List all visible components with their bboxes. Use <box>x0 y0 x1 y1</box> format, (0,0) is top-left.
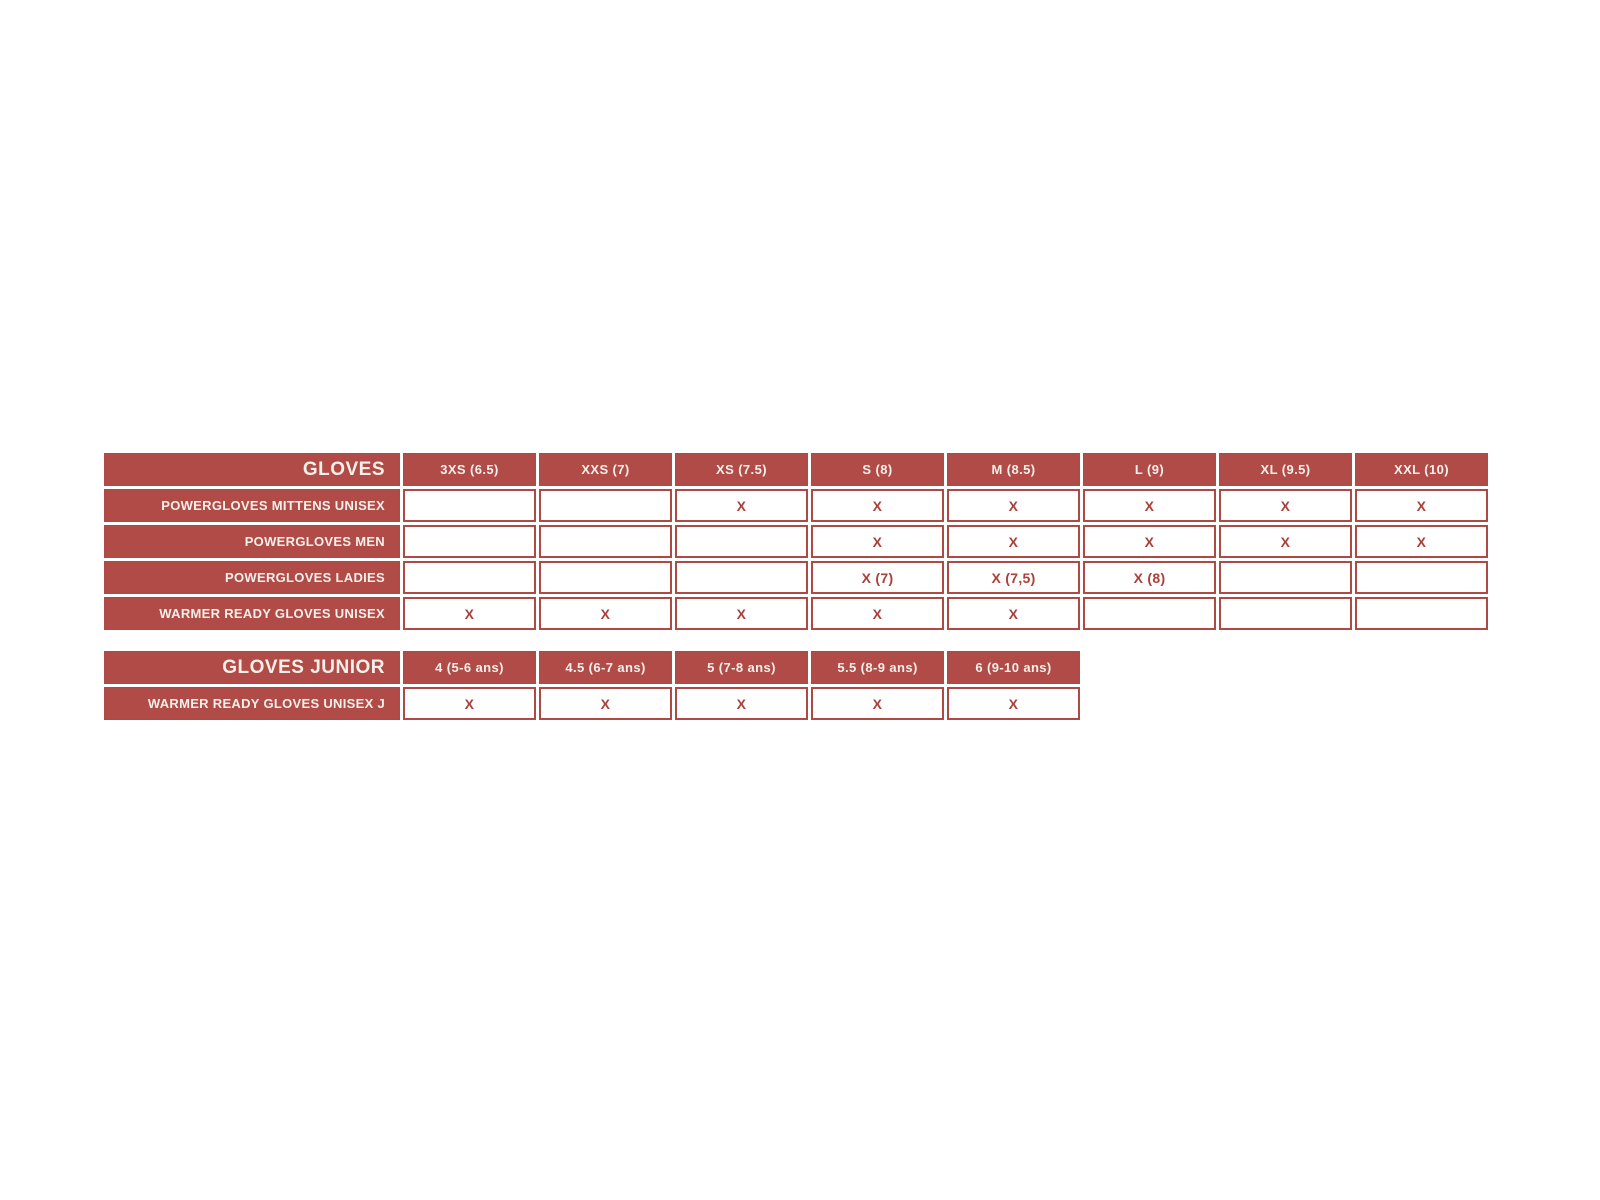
size-cell <box>1355 597 1488 630</box>
size-cell: X <box>539 687 672 720</box>
row-label: POWERGLOVES MITTENS UNISEX <box>104 489 400 522</box>
size-cell: X <box>1083 489 1216 522</box>
table-row-warmer-ready-gloves-unisex-j: WARMER READY GLOVES UNISEX J X X X X X <box>104 687 1080 720</box>
size-cell: X <box>811 597 944 630</box>
table-row-powergloves-men: POWERGLOVES MEN X X X X X <box>104 525 1488 558</box>
column-header-xxl: XXL (10) <box>1355 453 1488 486</box>
size-cell: X <box>811 489 944 522</box>
table-row-warmer-ready-gloves-unisex: WARMER READY GLOVES UNISEX X X X X X <box>104 597 1488 630</box>
column-header-xxs: XXS (7) <box>539 453 672 486</box>
size-cell: X <box>947 687 1080 720</box>
size-cell <box>403 489 536 522</box>
row-label: WARMER READY GLOVES UNISEX J <box>104 687 400 720</box>
size-cell <box>1219 561 1352 594</box>
size-cell: X (7,5) <box>947 561 1080 594</box>
size-cell <box>675 561 808 594</box>
column-header-5-5: 5.5 (8-9 ans) <box>811 651 944 684</box>
size-cell <box>539 489 672 522</box>
row-label: WARMER READY GLOVES UNISEX <box>104 597 400 630</box>
gloves-header-row: GLOVES 3XS (6.5) XXS (7) XS (7.5) S (8) … <box>104 453 1488 486</box>
size-cell <box>539 525 672 558</box>
size-cell: X <box>403 597 536 630</box>
size-cell: X <box>675 597 808 630</box>
size-cell: X <box>1355 489 1488 522</box>
size-cell <box>403 525 536 558</box>
size-cell: X <box>1083 525 1216 558</box>
column-header-m: M (8.5) <box>947 453 1080 486</box>
size-cell: X (8) <box>1083 561 1216 594</box>
size-cell: X <box>811 525 944 558</box>
gloves-size-table: GLOVES 3XS (6.5) XXS (7) XS (7.5) S (8) … <box>101 450 1491 633</box>
size-cell <box>1219 597 1352 630</box>
junior-header-row: GLOVES JUNIOR 4 (5-6 ans) 4.5 (6-7 ans) … <box>104 651 1080 684</box>
size-cell <box>539 561 672 594</box>
column-header-5: 5 (7-8 ans) <box>675 651 808 684</box>
column-header-xl: XL (9.5) <box>1219 453 1352 486</box>
size-cell: X <box>947 489 1080 522</box>
gloves-table-title: GLOVES <box>104 453 400 486</box>
size-cell: X <box>947 525 1080 558</box>
size-cell: X <box>539 597 672 630</box>
size-cell: X <box>1355 525 1488 558</box>
size-cell <box>403 561 536 594</box>
column-header-3xs: 3XS (6.5) <box>403 453 536 486</box>
size-cell: X (7) <box>811 561 944 594</box>
size-cell: X <box>675 489 808 522</box>
size-cell: X <box>1219 525 1352 558</box>
size-cell: X <box>675 687 808 720</box>
size-cell: X <box>1219 489 1352 522</box>
column-header-4-5: 4.5 (6-7 ans) <box>539 651 672 684</box>
row-label: POWERGLOVES MEN <box>104 525 400 558</box>
column-header-l: L (9) <box>1083 453 1216 486</box>
gloves-junior-size-table: GLOVES JUNIOR 4 (5-6 ans) 4.5 (6-7 ans) … <box>101 648 1083 723</box>
column-header-s: S (8) <box>811 453 944 486</box>
size-cell: X <box>403 687 536 720</box>
size-cell: X <box>947 597 1080 630</box>
table-row-powergloves-mittens-unisex: POWERGLOVES MITTENS UNISEX X X X X X X <box>104 489 1488 522</box>
size-cell <box>1083 597 1216 630</box>
size-cell <box>1355 561 1488 594</box>
junior-table-title: GLOVES JUNIOR <box>104 651 400 684</box>
column-header-4: 4 (5-6 ans) <box>403 651 536 684</box>
size-cell: X <box>811 687 944 720</box>
table-row-powergloves-ladies: POWERGLOVES LADIES X (7) X (7,5) X (8) <box>104 561 1488 594</box>
column-header-6: 6 (9-10 ans) <box>947 651 1080 684</box>
row-label: POWERGLOVES LADIES <box>104 561 400 594</box>
column-header-xs: XS (7.5) <box>675 453 808 486</box>
size-cell <box>675 525 808 558</box>
